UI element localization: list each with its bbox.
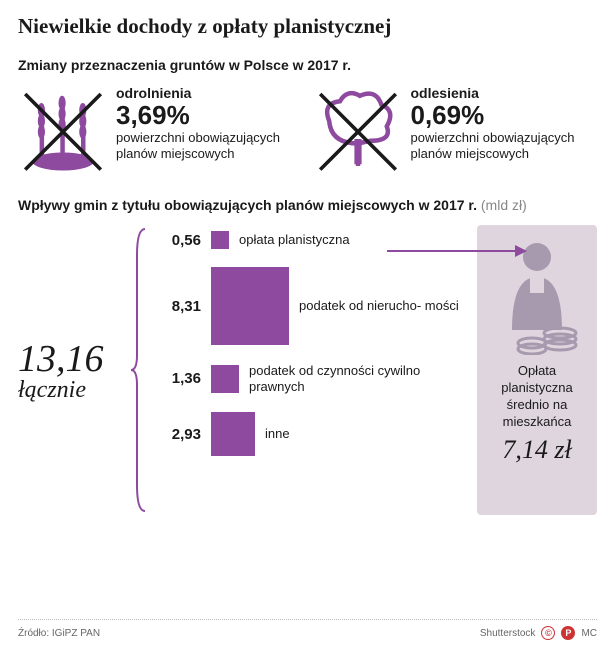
tree-crossed-icon xyxy=(313,85,403,175)
item-square xyxy=(211,231,229,249)
section2-subtitle-bold: Wpływy gmin z tytułu obowiązujących plan… xyxy=(18,197,477,213)
item-label: podatek od nierucho- mości xyxy=(299,298,463,314)
item-value: 0,56 xyxy=(157,232,201,249)
page-title: Niewielkie dochody z opłaty planistyczne… xyxy=(18,14,597,39)
odrolnienia-desc: powierzchni obowiązujących planów miejsc… xyxy=(116,130,303,163)
footer: Źródło: IGiPZ PAN Shutterstock © P MC xyxy=(18,619,597,640)
item-square xyxy=(211,365,239,393)
footer-source: Źródło: IGiPZ PAN xyxy=(18,628,100,639)
odlesienia-header: odlesienia xyxy=(411,85,598,101)
total-column: 13,16 łącznie xyxy=(18,225,123,515)
footer-initials: MC xyxy=(581,628,597,639)
section1-subtitle: Zmiany przeznaczenia gruntów w Polsce w … xyxy=(18,57,597,73)
item-value: 8,31 xyxy=(157,298,201,315)
item-label: inne xyxy=(265,426,463,442)
item-square xyxy=(211,412,255,456)
item-label: podatek od czynności cywilno prawnych xyxy=(249,363,463,394)
p-badge: P xyxy=(561,626,575,640)
odrolnienia-header: odrolnienia xyxy=(116,85,303,101)
copyright-badge: © xyxy=(541,626,555,640)
items-column: 0,56 opłata planistyczna 8,31 podatek od… xyxy=(157,225,469,515)
odlesienia-desc: powierzchni obowiązujących planów miejsc… xyxy=(411,130,598,163)
per-capita-label: Opłata planistyczna średnio na mieszkańc… xyxy=(485,363,589,431)
section2-subtitle-unit: (mld zł) xyxy=(481,197,527,213)
odlesienia-pct: 0,69% xyxy=(411,101,598,130)
item-value: 2,93 xyxy=(157,426,201,443)
total-value: 13,16 xyxy=(18,337,123,381)
per-capita-box: Opłata planistyczna średnio na mieszkańc… xyxy=(477,225,597,515)
item-row: 2,93 inne xyxy=(157,412,463,456)
wheat-crossed-icon xyxy=(18,85,108,175)
section2-subtitle: Wpływy gmin z tytułu obowiązujących plan… xyxy=(18,197,597,213)
revenue-breakdown: 13,16 łącznie 0,56 opłata planistyczna 8… xyxy=(18,225,597,515)
arrow-icon xyxy=(387,241,527,261)
brace-icon xyxy=(131,225,149,515)
footer-credit: Shutterstock xyxy=(480,628,536,639)
item-value: 1,36 xyxy=(157,370,201,387)
odrolnienia-block: odrolnienia 3,69% powierzchni obowiązują… xyxy=(18,85,303,175)
item-row: 1,36 podatek od czynności cywilno prawny… xyxy=(157,363,463,394)
item-row: 8,31 podatek od nierucho- mości xyxy=(157,267,463,345)
item-square xyxy=(211,267,289,345)
per-capita-value: 7,14 zł xyxy=(502,435,571,465)
odrolnienia-pct: 3,69% xyxy=(116,101,303,130)
land-change-row: odrolnienia 3,69% powierzchni obowiązują… xyxy=(18,85,597,175)
total-label: łącznie xyxy=(18,377,123,404)
odlesienia-block: odlesienia 0,69% powierzchni obowiązując… xyxy=(313,85,598,175)
item-row: 0,56 opłata planistyczna xyxy=(157,231,463,249)
